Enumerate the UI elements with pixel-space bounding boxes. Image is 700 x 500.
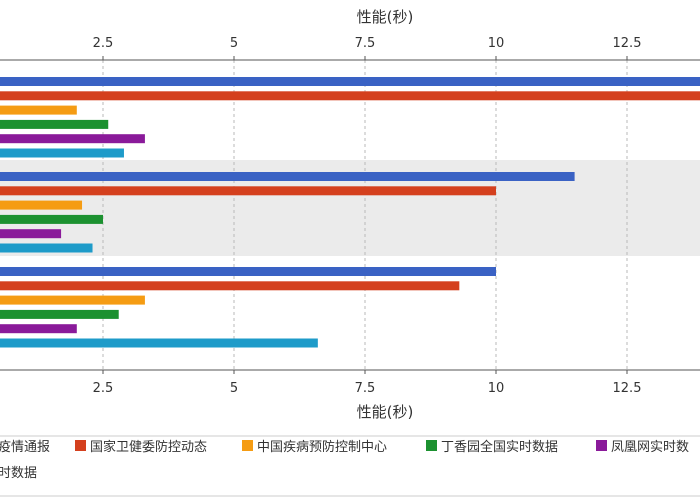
bar-series-3-group-1 [0, 214, 103, 224]
top-tick-label: 7.5 [355, 36, 376, 51]
bar-series-5-group-0 [0, 148, 124, 158]
bar-series-0-group-0 [0, 77, 700, 86]
bar-series-3-group-0 [0, 119, 109, 129]
top-tick-label: 5 [230, 36, 238, 51]
bar-series-2-group-2 [0, 295, 145, 305]
legend-swatch-3 [426, 440, 437, 451]
top-tick-label: 12.5 [613, 36, 642, 51]
legend-box [0, 435, 700, 497]
legend-swatch-4 [596, 440, 607, 451]
bar-layer [0, 77, 700, 348]
axis-layer: 2.5 2.5 5 5 7.5 7.5 10 10 12.5 12.5 性能(秒) 性能(秒) [0, 8, 700, 421]
legend-swatch-2 [242, 440, 253, 451]
top-axis-title: 性能(秒) [357, 8, 414, 26]
bar-series-2-group-1 [0, 200, 83, 210]
bar-series-5-group-2 [0, 338, 318, 348]
bar-series-4-group-0 [0, 134, 145, 144]
bar-series-1-group-0 [0, 91, 700, 101]
legend-label-5: 时数据 [0, 466, 37, 481]
bar-series-4-group-2 [0, 324, 77, 334]
bottom-tick-label: 5 [230, 381, 238, 396]
legend-swatch-1 [75, 440, 86, 451]
legend-label-4: 凤凰网实时数 [611, 440, 689, 455]
bottom-tick-label: 12.5 [613, 381, 642, 396]
bar-series-5-group-1 [0, 243, 93, 253]
bar-series-1-group-1 [0, 186, 496, 196]
bar-series-3-group-2 [0, 309, 119, 319]
bottom-tick-label: 2.5 [93, 381, 114, 396]
bar-series-2-group-0 [0, 105, 77, 115]
bar-series-0-group-2 [0, 267, 496, 276]
top-tick-label: 10 [488, 36, 505, 51]
bar-series-4-group-1 [0, 229, 62, 239]
bottom-tick-label: 10 [488, 381, 505, 396]
legend: 疫情通报 国家卫健委防控动态 中国疾病预防控制中心 丁香园全国实时数据 凤凰网实时数时数… [0, 435, 700, 497]
legend-label-0: 疫情通报 [0, 439, 50, 455]
bar-series-0-group-1 [0, 172, 575, 181]
legend-label-2: 中国疾病预防控制中心 [257, 439, 387, 455]
legend-label-1: 国家卫健委防控动态 [90, 439, 207, 455]
top-tick-label: 2.5 [93, 36, 114, 51]
bottom-tick-label: 7.5 [355, 381, 376, 396]
bottom-axis-title: 性能(秒) [357, 403, 414, 421]
legend-label-3: 丁香园全国实时数据 [441, 439, 558, 455]
bar-series-1-group-2 [0, 281, 460, 291]
